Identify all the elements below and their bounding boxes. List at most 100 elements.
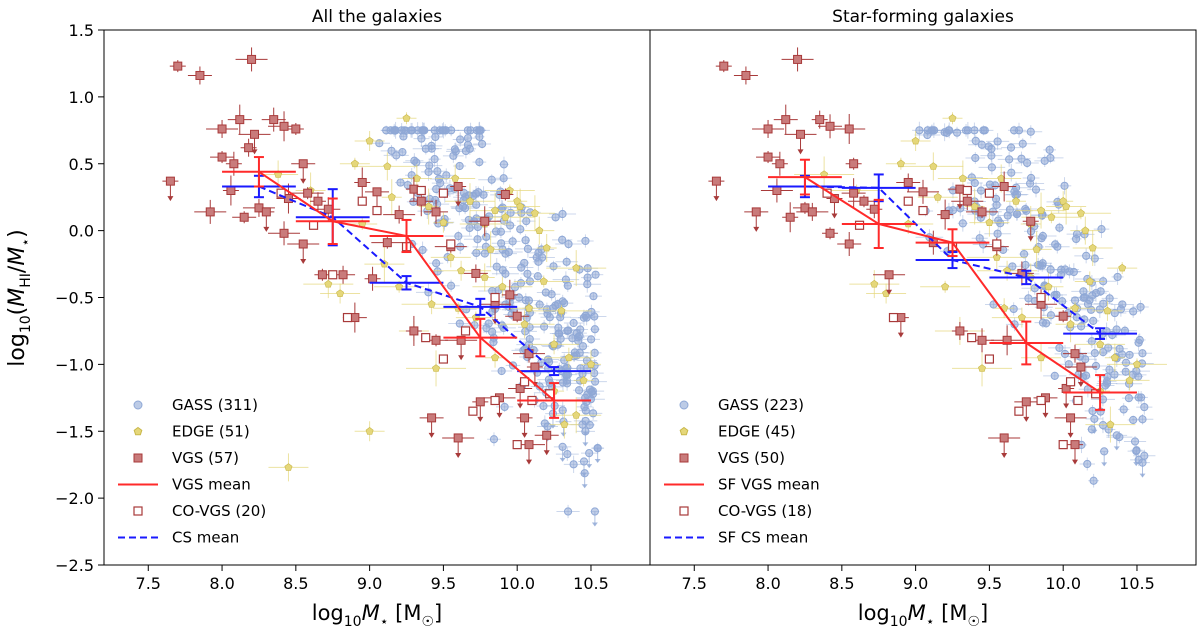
gass-point (563, 450, 572, 459)
gass-point (585, 449, 594, 458)
gass-point (589, 292, 598, 301)
edge-point (911, 136, 920, 145)
edge-point (1088, 243, 1097, 252)
gass-point (1050, 371, 1059, 380)
vgs-arrow (753, 226, 760, 232)
gass-point (1083, 300, 1093, 309)
vgs-point (368, 274, 378, 284)
vgs-point (785, 212, 795, 222)
vgs-point (800, 203, 810, 213)
gass-point (1072, 230, 1082, 239)
gass-point (1037, 234, 1046, 243)
edge-point (896, 159, 905, 168)
gass-point (1121, 358, 1131, 367)
gass-point (497, 366, 506, 376)
vgs-point (217, 124, 227, 134)
gass-point (1098, 420, 1108, 430)
edge-point (992, 253, 1001, 261)
y-tick-label: 1.0 (69, 88, 94, 107)
co-vgs-point (918, 205, 928, 216)
legend-edge-marker (679, 426, 689, 436)
gass-point (583, 280, 592, 289)
vgs-point (229, 159, 239, 169)
gass-point (1103, 372, 1112, 381)
gass-point (1083, 459, 1092, 469)
vgs-point (456, 335, 466, 345)
x-tick-label: 10.5 (1119, 574, 1155, 593)
gass-point (564, 239, 573, 249)
vgs-mean (222, 156, 591, 419)
gass-point (1009, 304, 1018, 314)
gass-point (454, 232, 463, 241)
gass-arrow (594, 459, 601, 464)
vgs-point (825, 228, 835, 238)
gass-point (1140, 402, 1149, 412)
gass-point (558, 209, 567, 219)
gass-point (555, 329, 564, 338)
vgs-arrow (1042, 412, 1049, 418)
co-vgs-points (276, 185, 555, 450)
edge-point (486, 245, 495, 253)
edge-point (457, 266, 466, 275)
gass-arrow (591, 522, 598, 527)
gass-point (587, 307, 596, 317)
vgs-point (409, 326, 419, 336)
edge-point (1103, 306, 1112, 315)
gass-point (940, 128, 949, 137)
legend-label: SF VGS mean (718, 476, 820, 494)
legend-gass-marker (133, 400, 143, 410)
gass-point (478, 139, 487, 149)
gass-arrow (1139, 473, 1146, 478)
vgs-point (480, 216, 490, 226)
gass-point (1134, 338, 1143, 347)
gass-point (1013, 209, 1022, 219)
gass-point (409, 197, 418, 206)
gass-point (461, 146, 471, 156)
x-tick-label: 7.5 (682, 574, 707, 593)
edge-point (1106, 420, 1115, 428)
y-axis-label: log10(MHI/M⋆) (5, 229, 34, 366)
edge-point (572, 411, 581, 419)
gass-point (1097, 225, 1106, 234)
edge-point (439, 218, 448, 226)
vgs-point (793, 54, 803, 64)
edge-point (535, 226, 544, 234)
gass-point (1124, 394, 1134, 403)
gass-point (1053, 242, 1062, 251)
x-axis: 7.5 8.0 8.5 9.0 9.5 10.0 10.5 (682, 565, 1155, 593)
legend-label: CS mean (172, 529, 239, 547)
edge-point (498, 282, 507, 291)
gass-point (424, 167, 433, 176)
vgs-arrow (713, 196, 720, 202)
edge-point (516, 202, 525, 210)
gass-point (562, 257, 571, 266)
edge-point (1012, 197, 1020, 205)
vgs-point (394, 210, 404, 220)
gass-point (1038, 259, 1047, 268)
gass-point (534, 257, 543, 266)
co-vgs-point (1065, 377, 1076, 387)
vgs-point (303, 188, 313, 198)
vgs-point (977, 335, 987, 345)
gass-point (498, 266, 507, 275)
edge-point (336, 289, 345, 297)
gass-point (1113, 272, 1122, 282)
gass-point (1005, 205, 1014, 214)
vgs-point (165, 176, 175, 186)
x-tick-label: 8.5 (283, 574, 308, 593)
edge-point (1076, 209, 1085, 217)
gass-point (473, 235, 482, 244)
edge-point (365, 136, 374, 145)
vgs-point (1066, 413, 1076, 423)
edge-point (446, 253, 455, 261)
gass-point (1138, 349, 1147, 358)
vgs-point (217, 152, 227, 162)
legend-label: VGS (57) (172, 449, 239, 467)
vgs-arrow (1001, 452, 1008, 458)
legend-label: EDGE (51) (172, 423, 250, 441)
gass-point (987, 151, 996, 160)
vgs-point (416, 196, 426, 206)
gass-points (368, 121, 607, 527)
edge-point (1066, 320, 1075, 328)
